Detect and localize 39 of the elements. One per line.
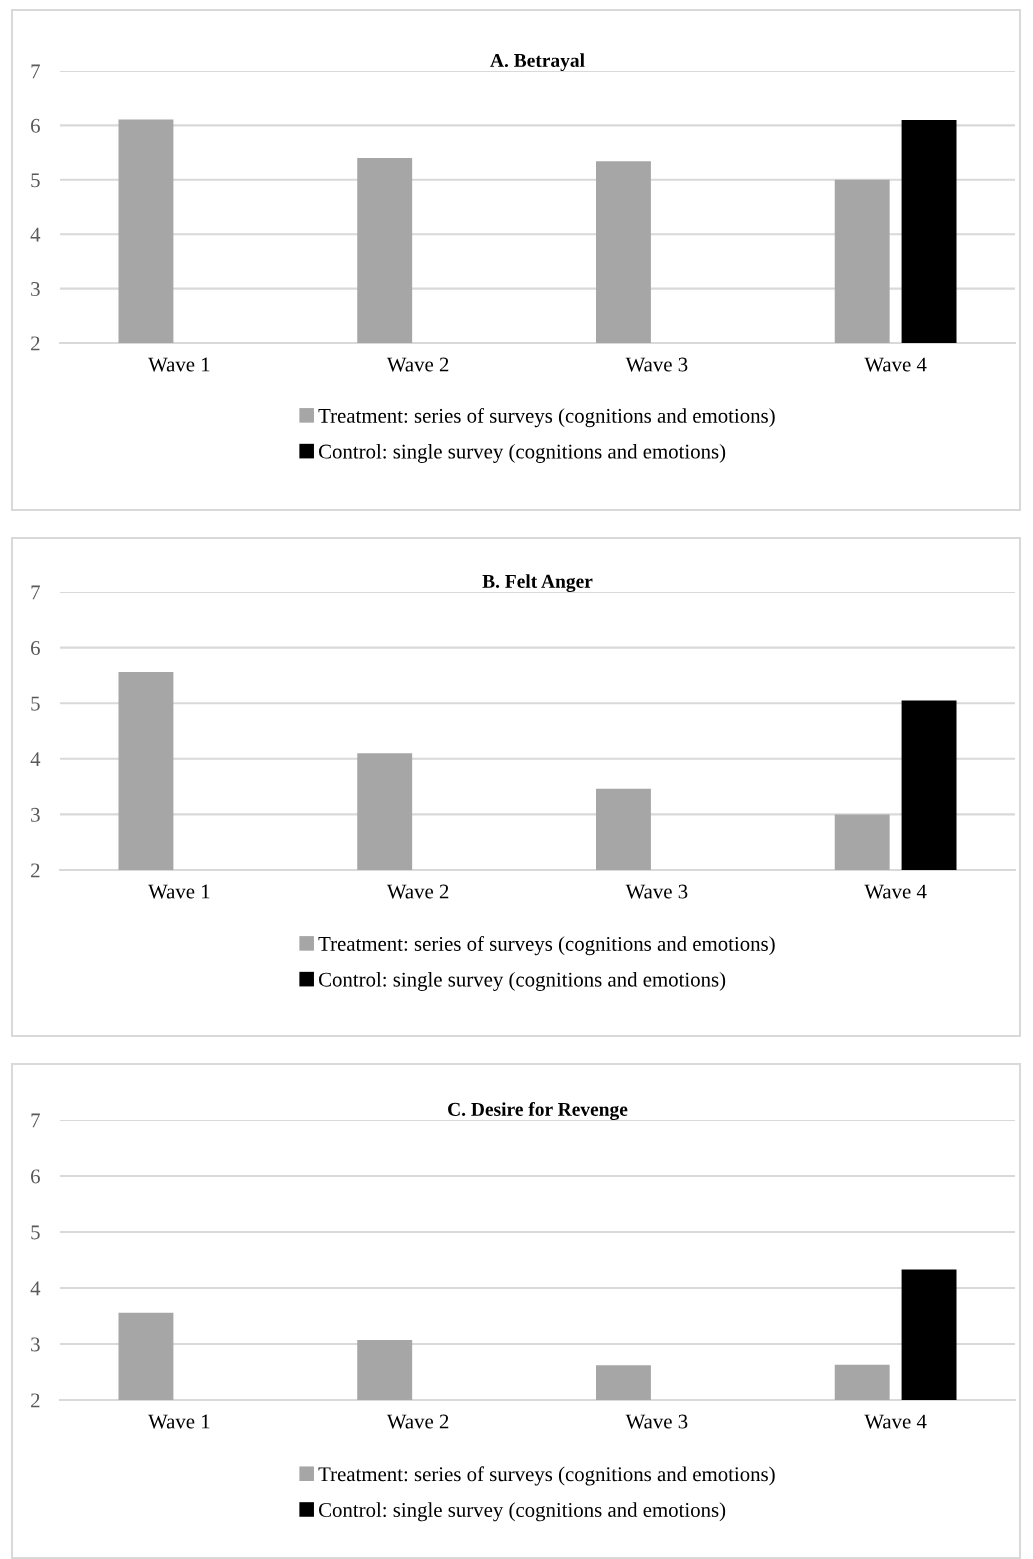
y-tick-label: 2 bbox=[31, 1393, 40, 1408]
x-tick-label: Wave 3 bbox=[625, 884, 688, 899]
y-tick-label: 3 bbox=[31, 282, 40, 297]
y-tick-label: 2 bbox=[31, 336, 40, 351]
legend-label: Treatment: series of surveys (cognitions and emotions) bbox=[318, 407, 775, 428]
y-tick-label: 3 bbox=[31, 807, 40, 822]
y-tick-label: 2 bbox=[31, 863, 40, 878]
y-tick-label: 6 bbox=[31, 1169, 40, 1184]
x-tick-label: Wave 4 bbox=[864, 884, 927, 899]
chart-title: A. Betrayal bbox=[490, 53, 585, 71]
y-tick-label: 5 bbox=[31, 1225, 40, 1240]
y-tick-label: 5 bbox=[31, 696, 40, 711]
legend-label: Treatment: series of surveys (cognitions and emotions) bbox=[318, 936, 775, 956]
y-tick-label: 6 bbox=[31, 641, 40, 656]
x-tick-label: Wave 3 bbox=[625, 357, 688, 372]
x-tick-label: Wave 2 bbox=[386, 1414, 449, 1429]
legend-label: Control: single survey (cognitions and emotions) bbox=[318, 1502, 726, 1522]
chart-title: C. Desire for Revenge bbox=[448, 1102, 628, 1120]
legend-label: Control: single survey (cognitions and emotions) bbox=[318, 443, 726, 463]
y-tick-label: 3 bbox=[31, 1337, 40, 1352]
y-tick-label: 4 bbox=[30, 752, 41, 767]
x-tick-label: Wave 1 bbox=[148, 884, 210, 899]
x-tick-label: Wave 4 bbox=[864, 357, 927, 372]
chart-title: B. Felt Anger bbox=[482, 574, 593, 592]
y-tick-label: 6 bbox=[31, 118, 40, 133]
x-tick-label: Wave 1 bbox=[148, 357, 210, 372]
x-tick-label: Wave 4 bbox=[864, 1414, 927, 1429]
x-tick-label: Wave 2 bbox=[386, 884, 449, 899]
y-tick-label: 7 bbox=[31, 64, 40, 79]
y-tick-label: 7 bbox=[31, 1113, 40, 1128]
y-tick-label: 5 bbox=[31, 173, 40, 188]
legend-label: Treatment: series of surveys (cognitions and emotions) bbox=[318, 1466, 775, 1486]
legend-label: Control: single survey (cognitions and emotions) bbox=[318, 971, 726, 991]
y-tick-label: 4 bbox=[30, 227, 41, 242]
x-tick-label: Wave 1 bbox=[148, 1414, 210, 1429]
y-tick-label: 7 bbox=[31, 585, 40, 600]
x-tick-label: Wave 3 bbox=[625, 1414, 688, 1429]
x-tick-label: Wave 2 bbox=[386, 357, 449, 372]
y-tick-label: 4 bbox=[30, 1281, 41, 1296]
